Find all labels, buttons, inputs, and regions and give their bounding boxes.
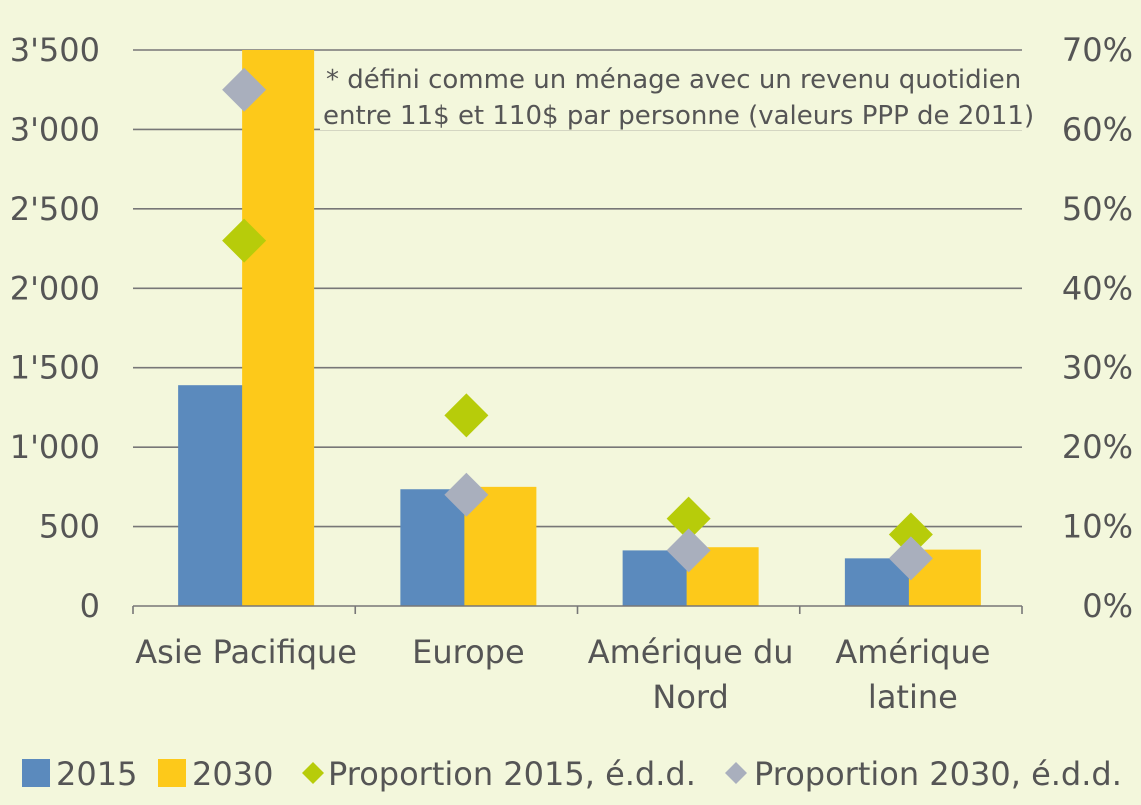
marker-proportion-2030-2 (666, 528, 711, 573)
marker-proportion-2015-3 (888, 512, 933, 557)
category-label-0-0: Asie Pacifique (135, 633, 357, 671)
left-tick-label-5: 2'500 (10, 190, 100, 228)
category-label-2-0: Amérique du (588, 633, 794, 671)
right-tick-label-2: 20% (1062, 428, 1133, 466)
right-tick-label-4: 40% (1062, 269, 1133, 307)
right-tick-label-1: 10% (1062, 508, 1133, 546)
legend-swatch-1 (158, 759, 186, 787)
annotation-line-2: entre 11$ et 110$ par personne (valeurs … (323, 101, 1034, 131)
category-labels: Asie Pacifique Europe Amérique du Nord Améri… (135, 633, 990, 716)
left-tick-label-3: 1'500 (10, 349, 100, 387)
right-tick-label-3: 30% (1062, 349, 1133, 387)
category-label-1-0: Europe (412, 633, 525, 671)
marker-proportion-2030-3 (888, 536, 933, 581)
legend-swatch-2 (302, 762, 324, 784)
bars (178, 50, 981, 606)
left-tick-label-0: 0 (80, 587, 100, 625)
legend-swatch-3 (725, 762, 747, 784)
bar-2015-1 (400, 489, 467, 606)
left-tick-label-4: 2'000 (10, 269, 100, 307)
annotation-line-1: * défini comme un ménage avec un revenu … (326, 65, 1021, 95)
footnote-annotation: * défini comme un ménage avec un revenu … (320, 58, 1035, 131)
right-tick-label-5: 50% (1062, 190, 1133, 228)
marker-proportion-2030-0 (222, 67, 267, 112)
bar-2015-0 (178, 385, 245, 606)
right-tick-label-6: 60% (1062, 110, 1133, 148)
left-axis-ticks: 0 500 1'000 1'500 2'000 2'500 3'000 3'500 (10, 31, 100, 625)
legend-label-3: Proportion 2030, é.d.d. (754, 755, 1122, 793)
right-axis-ticks: 0% 10% 20% 30% 40% 50% 60% 70% (1062, 31, 1133, 625)
legend: 2015 2030 Proportion 2015, é.d.d. Proportio… (22, 755, 1122, 793)
legend-label-2: Proportion 2015, é.d.d. (328, 755, 696, 793)
marker-proportion-2015-1 (444, 393, 489, 438)
left-tick-label-2: 1'000 (10, 428, 100, 466)
legend-label-0: 2015 (56, 755, 137, 793)
bar-2030-0 (242, 50, 315, 606)
right-tick-label-0: 0% (1082, 587, 1133, 625)
left-tick-label-7: 3'500 (10, 31, 100, 69)
marker-proportion-2015-0 (222, 218, 267, 263)
left-tick-label-1: 500 (39, 508, 100, 546)
legend-swatch-0 (22, 759, 50, 787)
category-label-2-1: Nord (652, 678, 728, 716)
left-tick-label-6: 3'000 (10, 110, 100, 148)
annotation-background (320, 58, 1035, 130)
markers (222, 67, 933, 581)
category-label-3-0: Amérique (835, 633, 990, 671)
category-label-3-1: latine (868, 678, 958, 716)
legend-label-1: 2030 (192, 755, 273, 793)
marker-proportion-2030-1 (444, 472, 489, 517)
x-axis (132, 605, 1023, 614)
right-tick-label-7: 70% (1062, 31, 1133, 69)
marker-proportion-2015-2 (666, 496, 711, 541)
